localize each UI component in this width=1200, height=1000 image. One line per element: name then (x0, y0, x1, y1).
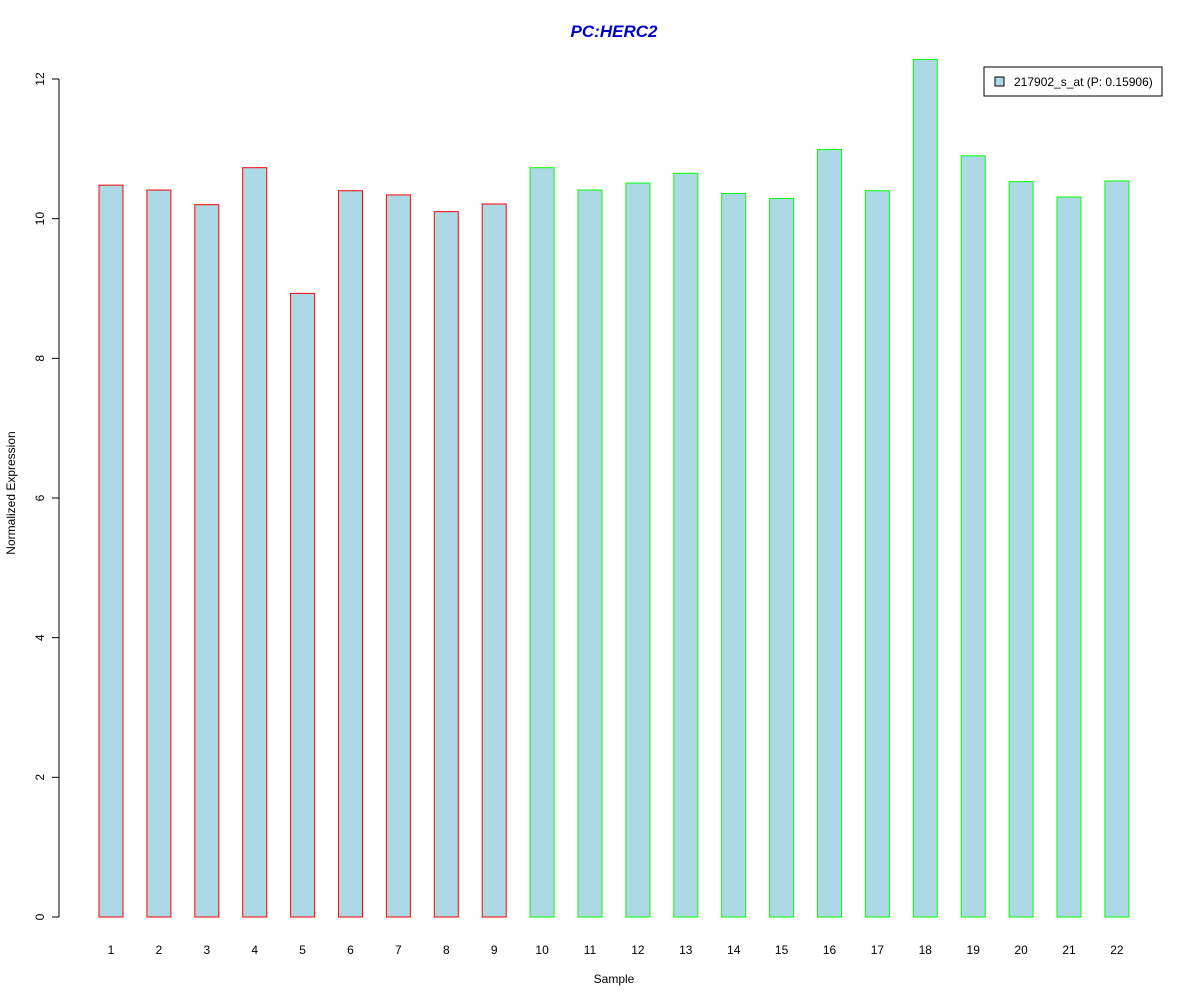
legend-swatch (994, 76, 1005, 87)
chart-title: PC:HERC2 (571, 22, 658, 41)
x-tick-label: 8 (443, 943, 450, 957)
x-tick-label: 9 (491, 943, 498, 957)
bar (290, 292, 316, 918)
y-tick-label: 12 (33, 72, 47, 86)
bar (721, 193, 747, 918)
bar (1104, 180, 1130, 918)
x-tick-label: 10 (535, 943, 549, 957)
bar (242, 167, 268, 918)
bar (338, 190, 363, 918)
x-tick-label: 15 (775, 943, 789, 957)
y-axis: 0 2 4 6 8 10 12 (33, 72, 60, 920)
x-tick-label: 18 (919, 943, 933, 957)
bar (577, 189, 603, 918)
x-tick-label: 16 (823, 943, 837, 957)
legend: 217902_s_at (P: 0.15906) (983, 66, 1163, 97)
bar (194, 204, 220, 918)
x-tick-label: 5 (299, 943, 306, 957)
bar (864, 190, 890, 918)
bar (912, 58, 938, 918)
y-tick-label: 6 (33, 494, 47, 501)
bar (817, 149, 842, 918)
x-tick-label: 6 (347, 943, 354, 957)
bar (625, 182, 651, 918)
x-tick-label: 21 (1062, 943, 1076, 957)
bar (433, 211, 459, 918)
x-tick-label: 1 (108, 943, 115, 957)
x-tick-label: 14 (727, 943, 741, 957)
x-axis-labels: 1 2 3 4 5 6 7 8 9 10 11 12 13 14 15 16 17 18 19 20 21 22 (108, 943, 1124, 957)
bars-group (98, 58, 1130, 918)
y-tick-label: 8 (33, 355, 47, 362)
x-tick-label: 4 (251, 943, 258, 957)
y-tick-label: 10 (33, 212, 47, 226)
x-tick-label: 2 (156, 943, 163, 957)
bar (146, 189, 172, 918)
x-tick-label: 11 (584, 943, 597, 957)
x-tick-label: 20 (1014, 943, 1028, 957)
bar (98, 184, 124, 918)
legend-label: 217902_s_at (P: 0.15906) (1014, 75, 1153, 89)
y-tick-label: 0 (33, 913, 47, 920)
x-tick-label: 19 (967, 943, 981, 957)
x-tick-label: 13 (679, 943, 693, 957)
legend-box (983, 66, 1163, 97)
bar (1008, 181, 1034, 918)
bar (673, 172, 699, 918)
x-tick-label: 7 (395, 943, 402, 957)
x-axis-title: Sample (594, 972, 635, 986)
y-axis-title: Normalized Expression (4, 431, 18, 554)
bar (385, 194, 411, 918)
bar (1056, 196, 1082, 918)
bar (481, 203, 507, 918)
x-tick-label: 3 (203, 943, 210, 957)
x-tick-label: 17 (871, 943, 885, 957)
y-tick-label: 2 (33, 774, 47, 781)
bar (769, 197, 795, 918)
bar (529, 167, 555, 918)
x-tick-label: 12 (631, 943, 645, 957)
y-tick-label: 4 (33, 634, 47, 641)
bar (960, 155, 986, 918)
x-tick-label: 22 (1110, 943, 1124, 957)
